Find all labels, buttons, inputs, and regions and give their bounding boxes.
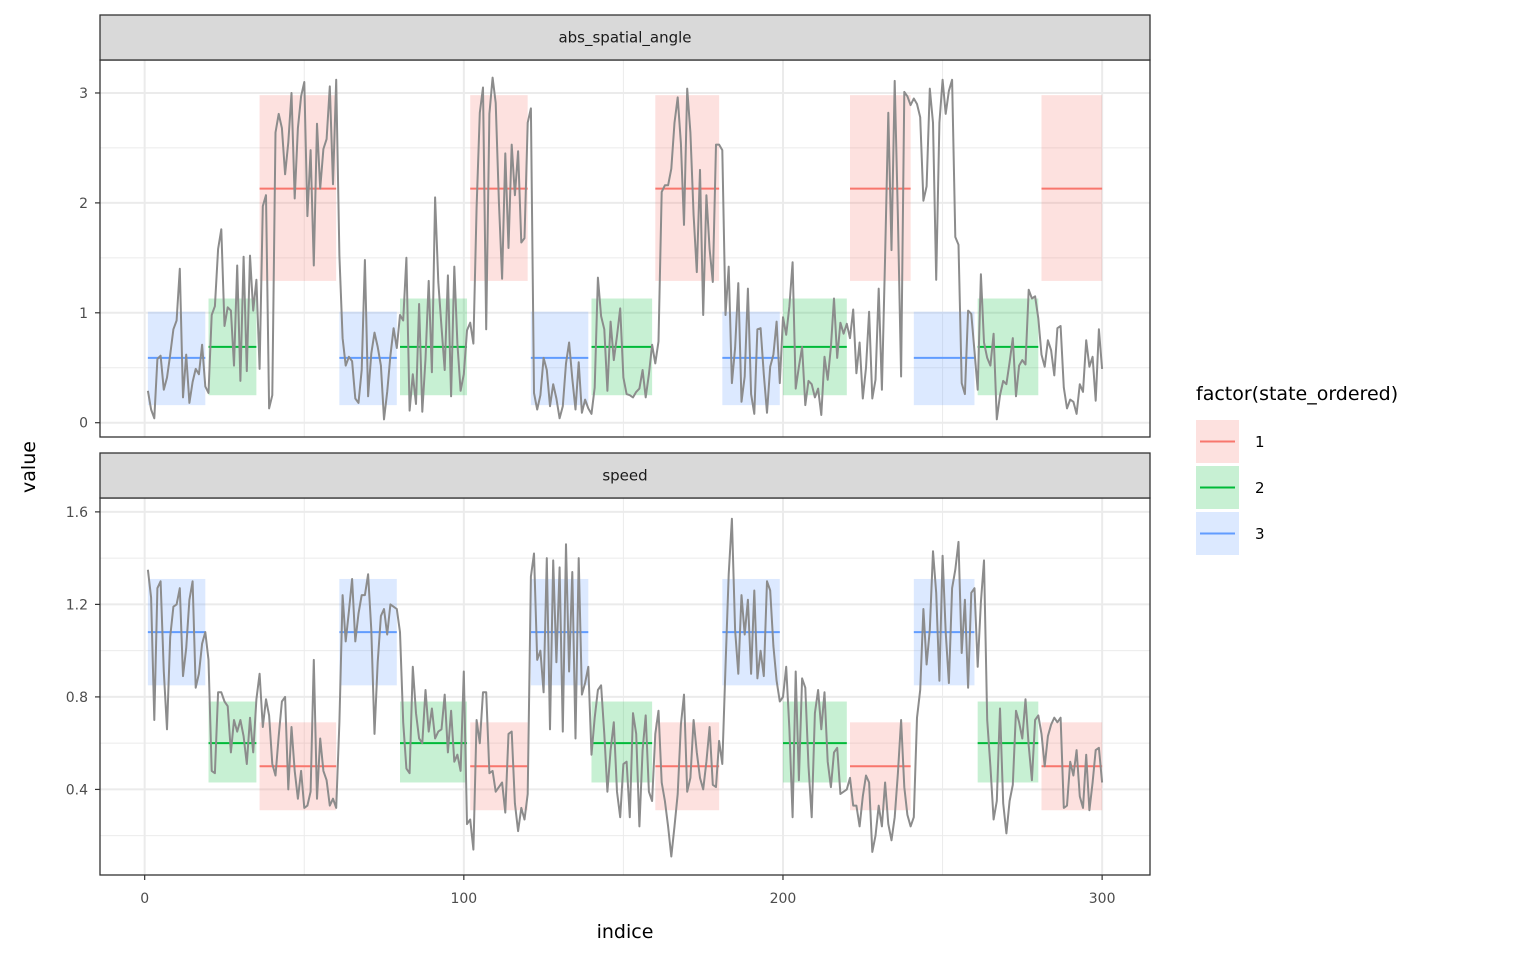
series-line-abs_spatial_angle [146,76,1104,421]
x-tick-label: 100 [450,891,477,907]
y-tick-label: 1.2 [66,597,88,613]
x-tick-label: 200 [770,891,797,907]
legend-title: factor(state_ordered) [1196,383,1398,405]
y-tick-label: 3 [79,86,88,102]
y-tick-label: 2 [79,196,88,212]
legend-label-3: 3 [1255,525,1265,543]
facet-strip [99,452,1151,499]
facet-strip [99,14,1151,61]
panel-speed [95,452,1151,880]
x-axis-title: indice [597,921,654,943]
x-tick-label: 300 [1089,891,1116,907]
y-tick-label: 1 [79,306,88,322]
y-axis-title: value [18,441,40,493]
y-tick-label: 0 [79,416,88,432]
legend: factor(state_ordered) 1 2 3 [1196,383,1398,555]
y-tick-label: 1.6 [66,505,88,521]
panel-abs_spatial_angle [95,14,1151,438]
facet-strip-label: abs_spatial_angle [558,29,691,48]
legend-label-1: 1 [1255,433,1265,451]
y-tick-label: 0.8 [66,690,88,706]
y-tick-label: 0.4 [66,782,88,798]
panel-background [100,498,1150,875]
legend-label-2: 2 [1255,479,1265,497]
x-tick-label: 0 [140,891,149,907]
series-line-speed [146,517,1104,858]
facet-strip-label: speed [602,467,647,485]
